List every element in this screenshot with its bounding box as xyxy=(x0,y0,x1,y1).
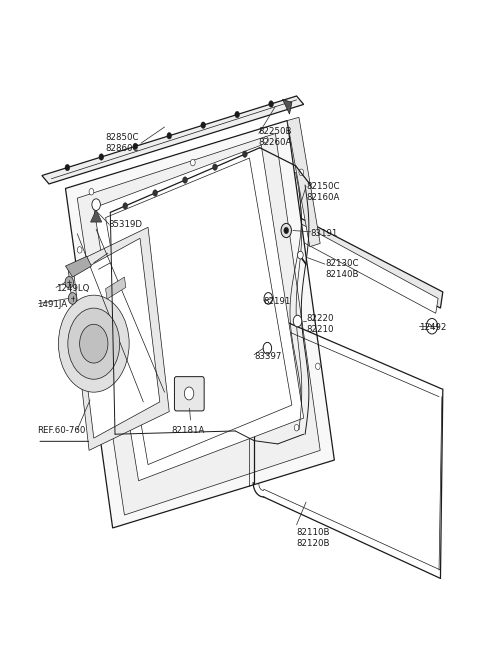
Text: 82130C
82140B: 82130C 82140B xyxy=(325,259,359,279)
Polygon shape xyxy=(42,96,304,184)
Polygon shape xyxy=(91,210,102,222)
Polygon shape xyxy=(287,117,320,247)
Text: REF.60-760: REF.60-760 xyxy=(37,426,85,436)
Polygon shape xyxy=(68,227,169,451)
FancyBboxPatch shape xyxy=(174,377,204,411)
Circle shape xyxy=(191,159,195,166)
Circle shape xyxy=(133,143,138,149)
Circle shape xyxy=(298,252,303,259)
Circle shape xyxy=(68,308,120,379)
Polygon shape xyxy=(282,99,292,114)
Text: 82191: 82191 xyxy=(264,297,291,306)
Circle shape xyxy=(92,199,100,210)
Circle shape xyxy=(263,343,272,354)
Circle shape xyxy=(184,387,194,400)
Circle shape xyxy=(299,169,304,176)
Text: 83397: 83397 xyxy=(254,352,282,361)
Text: 1491JA: 1491JA xyxy=(37,301,67,309)
Circle shape xyxy=(213,164,217,170)
Circle shape xyxy=(167,132,172,139)
Circle shape xyxy=(235,111,240,118)
Circle shape xyxy=(426,318,438,334)
Polygon shape xyxy=(106,158,292,464)
Circle shape xyxy=(281,223,291,238)
Polygon shape xyxy=(106,277,126,299)
Circle shape xyxy=(294,424,299,431)
Polygon shape xyxy=(285,211,443,308)
Text: 85319D: 85319D xyxy=(108,219,142,229)
Polygon shape xyxy=(94,145,304,481)
Circle shape xyxy=(65,276,73,288)
Text: 83191: 83191 xyxy=(311,229,338,238)
Circle shape xyxy=(77,247,82,253)
Polygon shape xyxy=(74,238,160,438)
Text: 82150C
82160A: 82150C 82160A xyxy=(306,182,339,202)
Circle shape xyxy=(242,151,247,157)
Circle shape xyxy=(59,295,129,392)
Circle shape xyxy=(201,122,205,128)
Circle shape xyxy=(65,164,70,171)
Text: 1249LQ: 1249LQ xyxy=(56,284,89,293)
Circle shape xyxy=(80,324,108,363)
Polygon shape xyxy=(77,134,320,515)
Circle shape xyxy=(153,190,157,196)
Circle shape xyxy=(99,154,104,160)
Text: 82250B
82260A: 82250B 82260A xyxy=(259,127,292,147)
Polygon shape xyxy=(289,219,438,313)
Circle shape xyxy=(284,227,288,234)
Circle shape xyxy=(264,137,268,143)
Circle shape xyxy=(293,315,302,327)
Circle shape xyxy=(264,293,273,304)
Text: 82181A: 82181A xyxy=(171,426,205,436)
Polygon shape xyxy=(65,256,91,277)
Text: 82110B
82120B: 82110B 82120B xyxy=(297,528,330,548)
Circle shape xyxy=(315,363,320,369)
Circle shape xyxy=(123,202,128,209)
Text: 12492: 12492 xyxy=(419,323,446,332)
Circle shape xyxy=(269,101,274,107)
Circle shape xyxy=(68,293,77,304)
Polygon shape xyxy=(65,121,335,528)
Text: 82220
82210: 82220 82210 xyxy=(306,314,334,334)
Circle shape xyxy=(183,177,187,183)
Circle shape xyxy=(89,189,94,195)
Text: 82850C
82860C: 82850C 82860C xyxy=(105,134,139,153)
